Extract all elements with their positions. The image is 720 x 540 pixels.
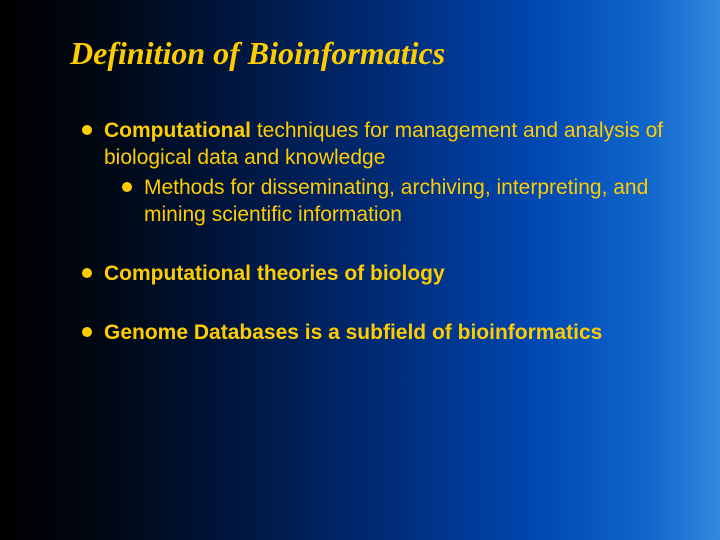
bullet-item: Computational theories of biology <box>82 260 665 287</box>
bullet-rest: theories of biology <box>251 262 445 285</box>
sub-lead: Methods <box>144 176 225 199</box>
bullet-item: Computational techniques for management … <box>82 117 665 228</box>
bullet-item: Genome Databases is a subfield of bioinf… <box>82 319 665 346</box>
sub-list: Methods for disseminating, archiving, in… <box>104 174 665 229</box>
slide-title: Definition of Bioinformatics <box>70 35 665 72</box>
bullet-lead: Computational <box>104 119 251 142</box>
bullet-lead: Genome <box>104 321 188 344</box>
sub-item: Methods for disseminating, archiving, in… <box>122 174 665 229</box>
bullet-list: Computational techniques for management … <box>70 117 665 347</box>
bullet-lead: Computational <box>104 262 251 285</box>
bullet-rest: Databases is a subfield of bioinformatic… <box>188 321 602 344</box>
